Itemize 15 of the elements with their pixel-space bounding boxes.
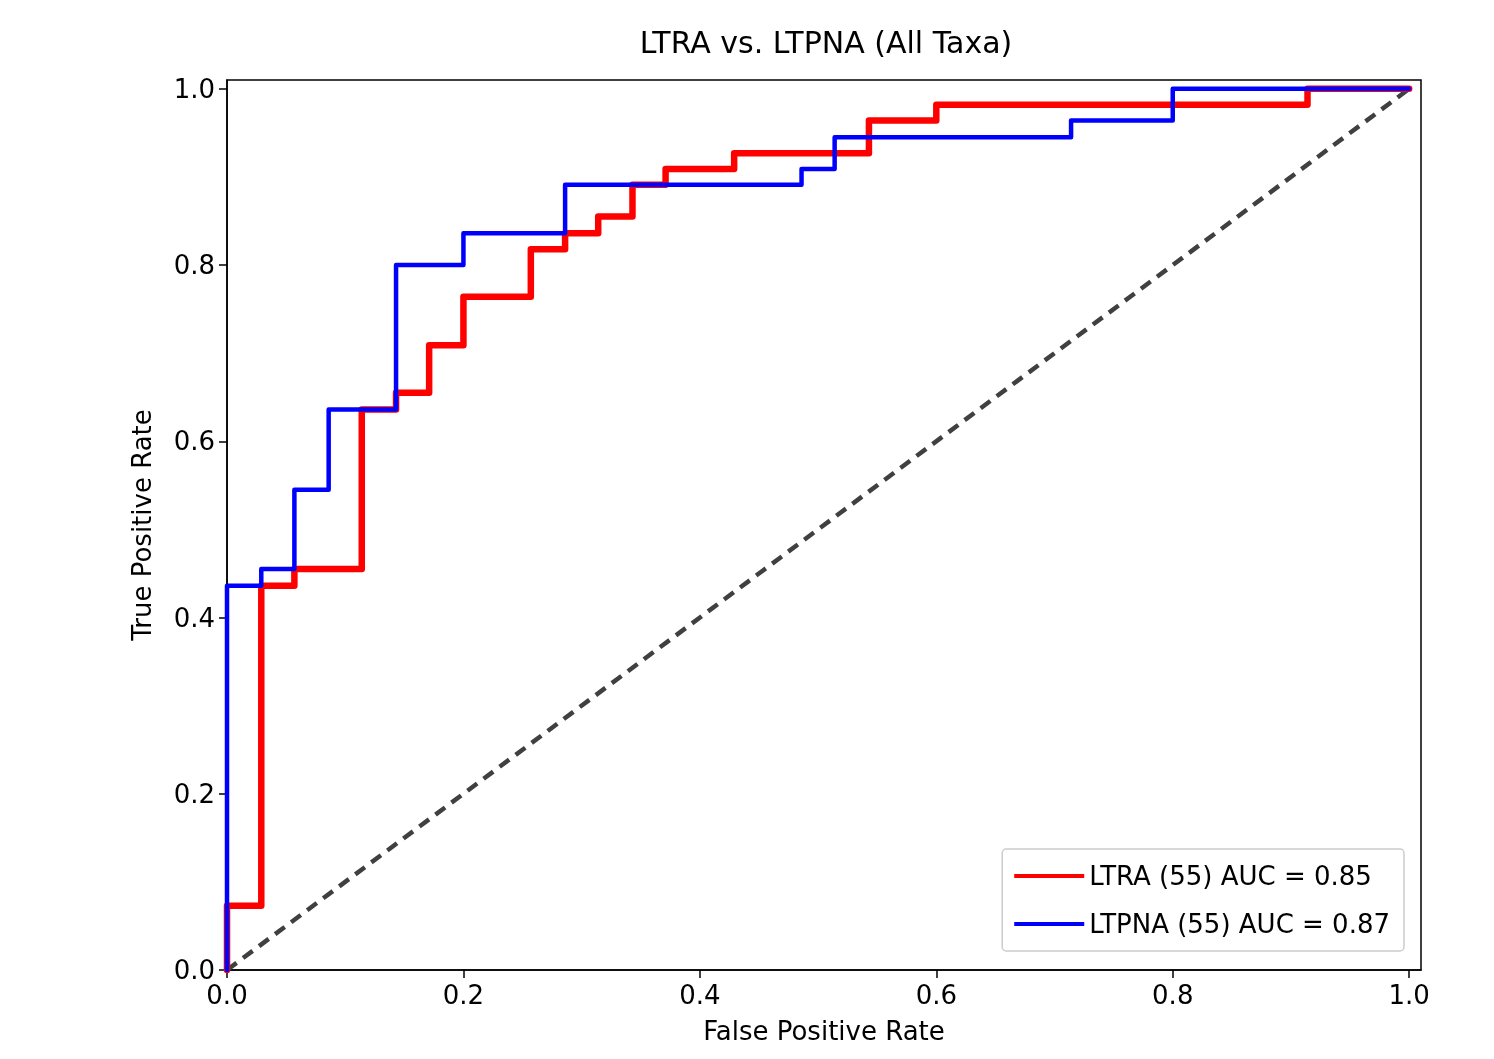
y-tick-label: 0.6: [173, 426, 215, 457]
y-tick-label: 0.4: [173, 602, 215, 633]
x-axis-title: False Positive Rate: [703, 1016, 945, 1046]
legend-label: LTPNA (55) AUC = 0.87: [1089, 909, 1390, 939]
legend-label: LTRA (55) AUC = 0.85: [1089, 861, 1372, 891]
chart-title: LTRA vs. LTPNA (All Taxa): [639, 24, 1013, 60]
y-tick-label: 1.0: [173, 73, 215, 104]
y-tick-label: 0.8: [173, 250, 215, 281]
y-axis-title: True Positive Rate: [127, 409, 157, 642]
x-tick-label: 1.0: [1388, 980, 1430, 1010]
y-tick-label: 0.2: [173, 778, 215, 809]
x-tick-label: 0.8: [1152, 980, 1194, 1010]
x-tick-label: 0.6: [915, 980, 957, 1010]
x-tick-label: 0.2: [442, 980, 485, 1010]
x-tick-label: 0.4: [679, 980, 721, 1010]
